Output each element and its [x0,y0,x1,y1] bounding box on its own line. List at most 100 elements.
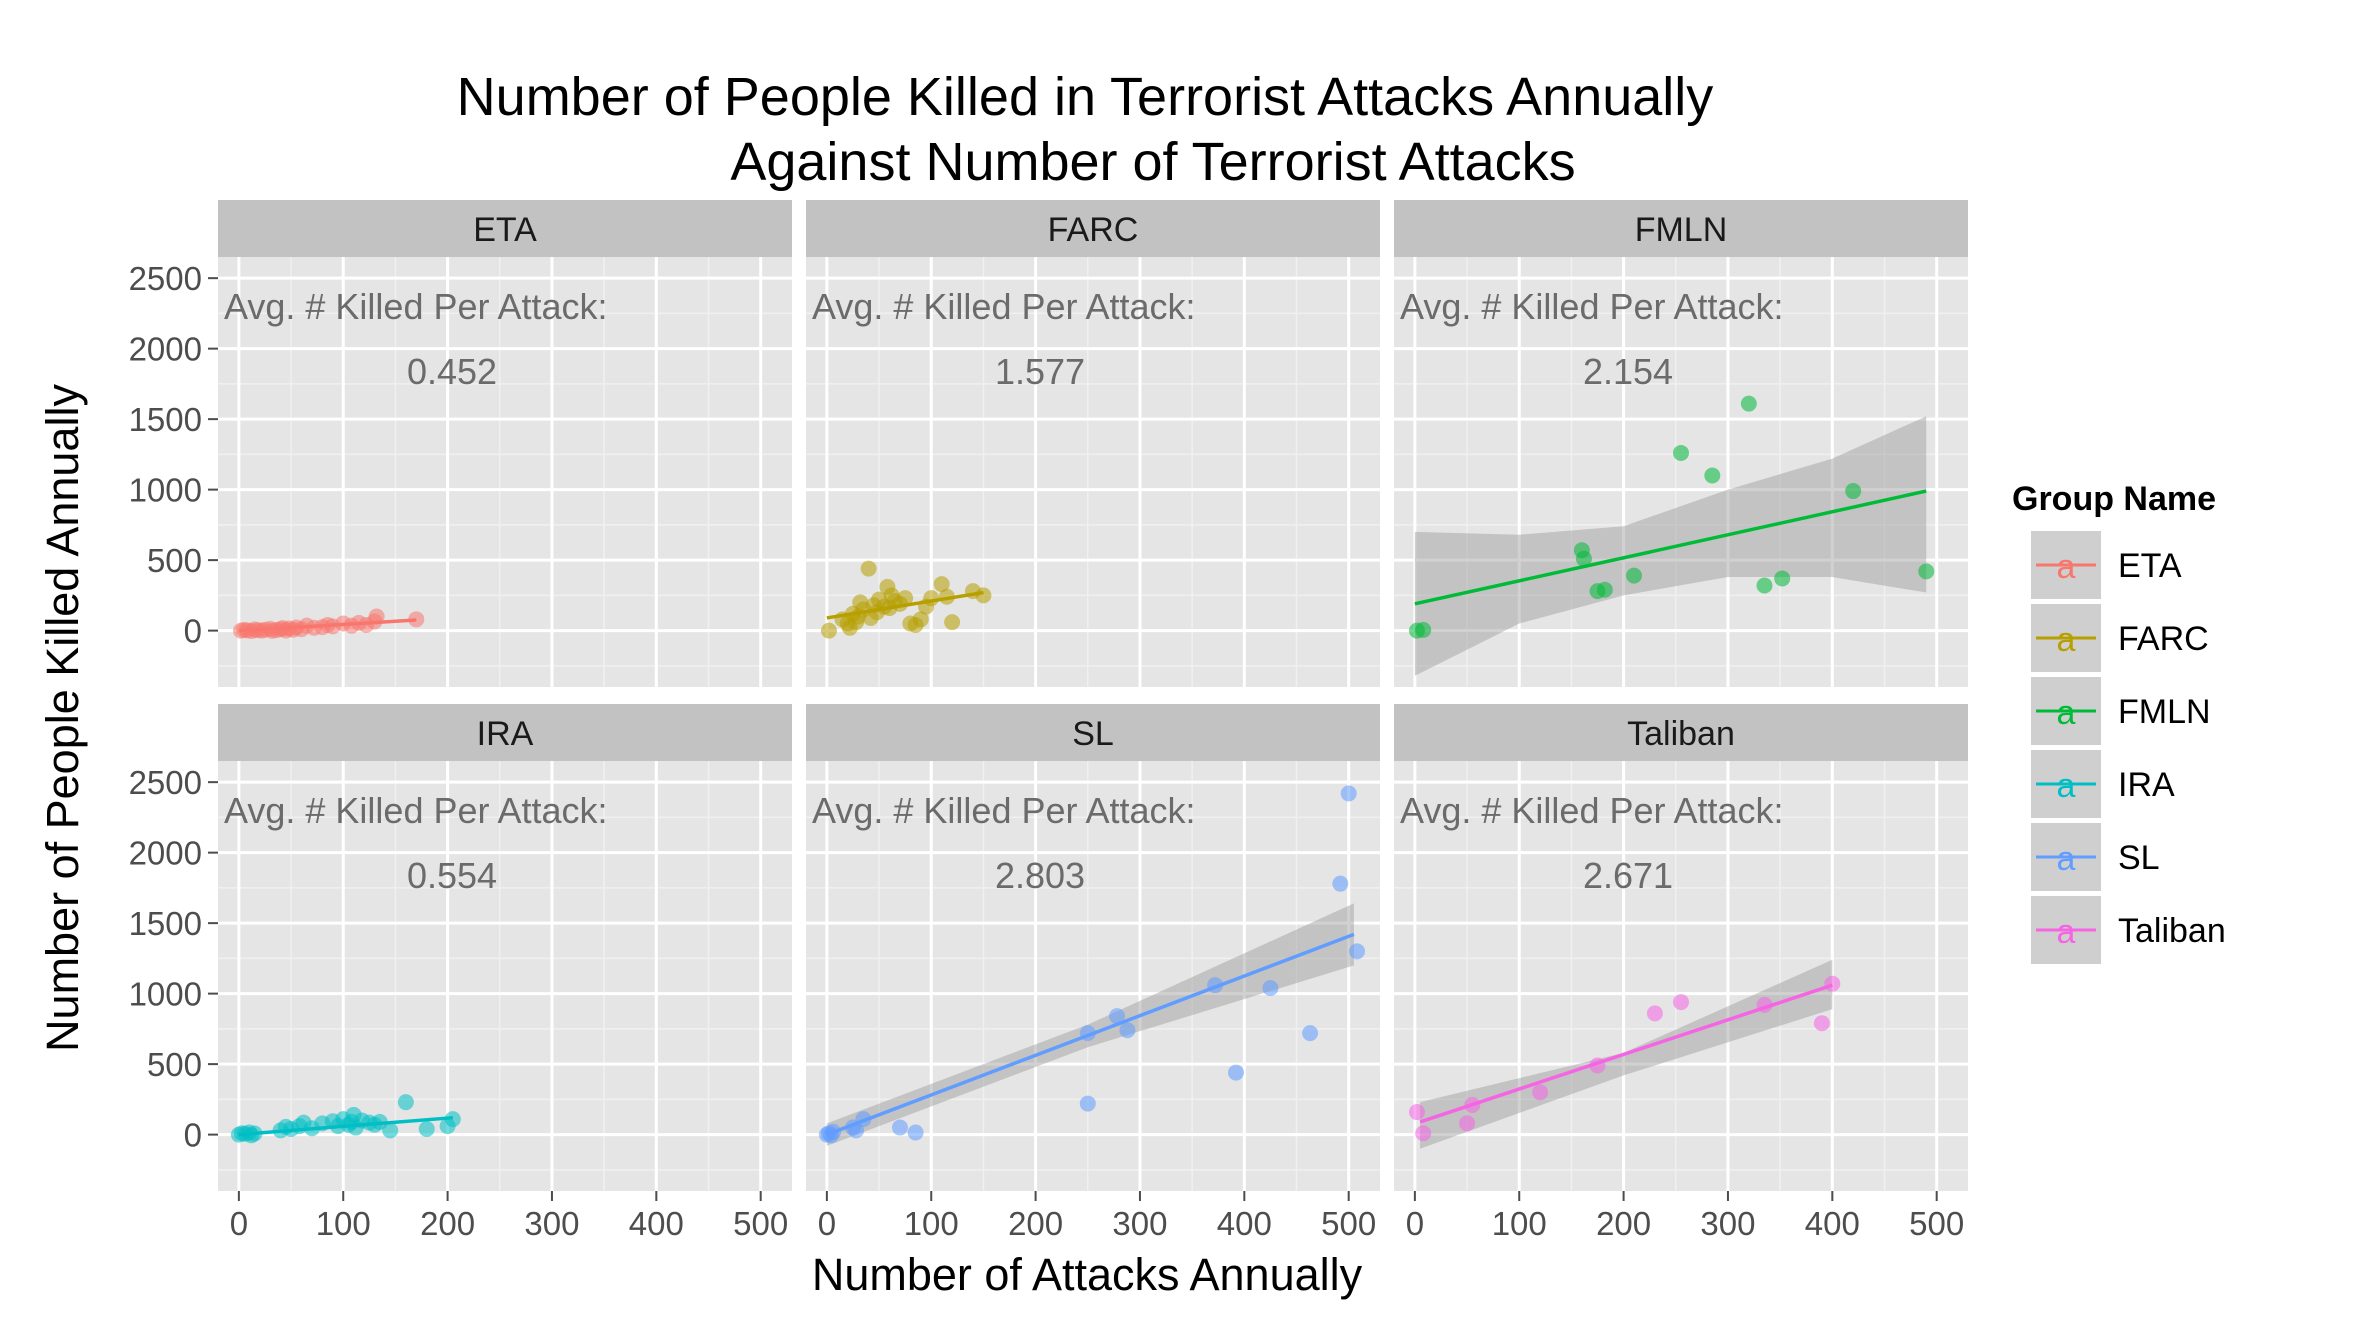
data-point-farc [975,587,992,604]
x-axis-title: Number of Attacks Annually [812,1249,1363,1300]
x-tick-label: 500 [1321,1205,1376,1242]
data-point-taliban [1459,1115,1476,1132]
x-tick-label: 200 [420,1205,475,1242]
strip-label-ira: IRA [477,715,534,753]
data-point-fmln [1626,567,1643,584]
x-tick-label: 500 [733,1205,788,1242]
plot-background-fmln [1394,257,1968,687]
x-tick-label: 300 [1112,1205,1167,1242]
data-point-farc [820,622,837,639]
x-tick-label: 0 [1406,1205,1424,1242]
data-point-sl [1349,943,1366,960]
annotation-value-farc: 1.577 [995,351,1085,392]
plot-background-sl [806,761,1380,1191]
data-point-sl [1332,875,1349,892]
y-tick-label: 2000 [129,835,202,872]
legend-label-taliban: Taliban [2118,912,2226,950]
trend-line-ira [238,1115,453,1137]
chart-title-line-2: Against Number of Terrorist Attacks [730,132,1575,192]
y-tick-label: 2000 [129,331,202,368]
data-point-sl [1119,1022,1136,1039]
data-point-fmln [1673,444,1689,461]
panel-ira: IRA Avg. # Killed Per Attack: 0.554 [218,704,792,1191]
data-point-fmln [1415,621,1432,638]
strip-sl [806,704,1380,761]
strip-eta [218,200,792,257]
data-point-taliban [1408,1104,1425,1121]
data-point-sl [1109,1008,1126,1025]
data-point-fmln [1918,563,1935,580]
legend-label-farc: FARC [2118,620,2209,658]
annotation-label-fmln: Avg. # Killed Per Attack: [1400,286,1784,327]
legend-key-glyph-sl: a [2057,840,2076,878]
annotation-value-sl: 2.803 [995,855,1085,896]
data-point-taliban [1646,1005,1663,1022]
data-point-ira [397,1094,414,1111]
data-point-eta [408,611,425,628]
data-point-fmln [1756,577,1773,594]
data-point-ira [382,1122,399,1139]
y-tick-label: 1500 [129,401,202,438]
data-point-sl [1262,979,1279,996]
annotation-label-taliban: Avg. # Killed Per Attack: [1400,790,1784,831]
trend-line-sl [826,932,1355,1137]
data-point-fmln [1596,581,1613,598]
data-point-farc [897,590,914,607]
plot-background-farc [806,257,1380,687]
annotation-value-eta: 0.452 [407,351,497,392]
legend-key-glyph-ira: a [2057,767,2076,805]
data-point-fmln [1845,483,1862,500]
data-point-sl [1340,785,1357,802]
panel-farc: FARC Avg. # Killed Per Attack: 1.577 [806,200,1380,687]
x-tick-label: 100 [1492,1205,1547,1242]
x-tick-label: 100 [316,1205,371,1242]
annotation-label-sl: Avg. # Killed Per Attack: [812,790,1196,831]
y-tick-label: 2500 [129,260,202,297]
annotation-label-farc: Avg. # Killed Per Attack: [812,286,1196,327]
plot-background-taliban [1394,761,1968,1191]
data-point-taliban [1415,1125,1432,1142]
data-point-fmln [1704,467,1721,484]
data-point-sl [907,1124,924,1141]
strip-label-sl: SL [1072,715,1114,753]
x-tick-label: 100 [904,1205,959,1242]
strip-ira [218,704,792,761]
legend: Group Name a ETA a FARC a FMLN a IRA a SL a Taliban [2012,480,2226,966]
y-tick-label: 0 [184,1117,202,1154]
plot-background-eta [218,257,792,687]
legend-label-ira: IRA [2118,766,2175,804]
trend-line-eta [238,618,417,633]
legend-keys: a ETA a FARC a FMLN a IRA a SL a Taliban [2029,529,2226,966]
data-point-sl [1227,1064,1244,1081]
data-point-farc [944,614,961,631]
x-tick-label: 200 [1596,1205,1651,1242]
y-tick-label: 0 [184,613,202,650]
strip-label-taliban: Taliban [1627,715,1735,753]
x-tick-label: 400 [1217,1205,1272,1242]
strip-fmln [1394,200,1968,257]
strip-label-farc: FARC [1048,211,1139,249]
strip-farc [806,200,1380,257]
y-axis-title: Number of People Killed Annually [37,384,88,1052]
legend-key-glyph-farc: a [2057,621,2076,659]
trend-line-fmln [1414,489,1927,606]
x-tick-label: 500 [1909,1205,1964,1242]
data-point-taliban [1813,1015,1830,1032]
y-tick-label: 500 [147,542,202,579]
x-tick-label: 400 [629,1205,684,1242]
data-point-farc [933,576,950,593]
y-tick-label: 1500 [129,905,202,942]
y-tick-label: 1000 [129,976,202,1013]
chart-title-line-1: Number of People Killed in Terrorist Att… [457,67,1714,127]
y-tick-label: 1000 [129,472,202,509]
x-tick-label: 300 [1700,1205,1755,1242]
x-tick-label: 0 [230,1205,248,1242]
data-point-farc [923,590,940,607]
legend-key-glyph-taliban: a [2057,913,2076,951]
annotation-label-ira: Avg. # Killed Per Attack: [224,790,608,831]
x-tick-label: 400 [1805,1205,1860,1242]
trend-line-taliban [1419,983,1833,1124]
annotation-value-ira: 0.554 [407,855,497,896]
data-point-taliban [1673,994,1689,1011]
